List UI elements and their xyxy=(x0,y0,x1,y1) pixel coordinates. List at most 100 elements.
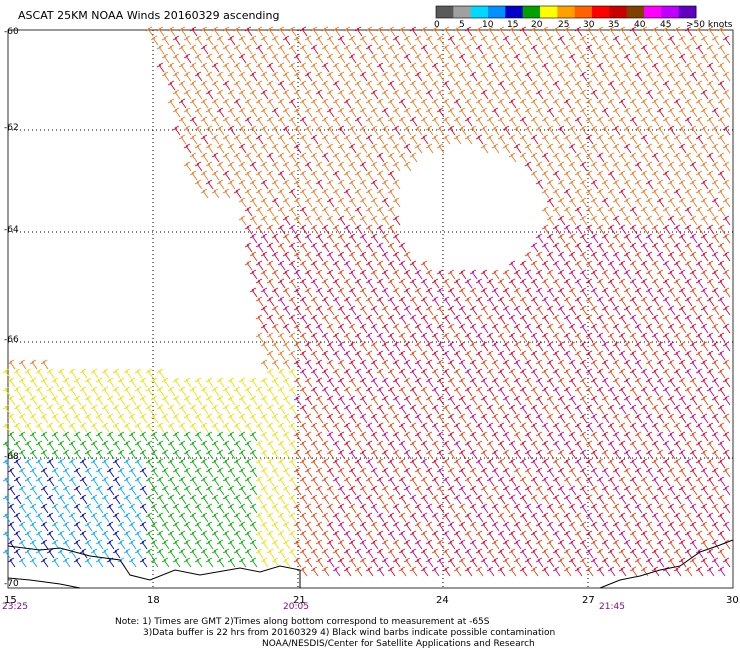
wind-barb xyxy=(519,494,528,505)
wind-barb xyxy=(601,161,610,172)
wind-barb xyxy=(277,296,286,307)
wind-barb xyxy=(541,350,550,361)
wind-barb xyxy=(618,224,627,235)
wind-barb xyxy=(640,152,649,163)
wind-barb xyxy=(486,422,495,433)
wind-barb xyxy=(73,539,82,550)
wind-barb xyxy=(381,431,390,442)
wind-barb xyxy=(546,233,555,244)
wind-barb xyxy=(442,512,451,523)
wind-barb xyxy=(161,431,170,442)
wind-barb xyxy=(216,467,225,478)
wind-barb xyxy=(480,89,489,100)
wind-barb xyxy=(238,503,247,514)
wind-barb xyxy=(332,134,341,145)
wind-barb xyxy=(722,323,731,334)
wind-barb xyxy=(436,395,445,406)
wind-barb xyxy=(695,62,704,73)
wind-barb xyxy=(200,440,209,451)
wind-barb xyxy=(585,170,594,181)
wind-barb xyxy=(436,143,445,154)
wind-barb xyxy=(244,422,253,433)
wind-barb xyxy=(695,134,704,145)
wind-barb xyxy=(524,161,533,172)
wind-barb xyxy=(579,467,588,478)
wind-barb xyxy=(348,143,357,154)
wind-barb xyxy=(271,395,280,406)
wind-barb xyxy=(618,530,627,541)
wind-barb xyxy=(585,224,594,235)
wind-barb xyxy=(260,449,269,460)
wind-barb xyxy=(403,449,412,460)
wind-barb xyxy=(695,440,704,451)
wind-barb xyxy=(656,269,665,280)
wind-barb xyxy=(695,98,704,109)
map-grid xyxy=(7,29,734,589)
wind-barb xyxy=(139,395,148,406)
wind-barb xyxy=(656,521,665,532)
wind-barb xyxy=(222,476,231,487)
wind-barb xyxy=(667,341,676,352)
wind-barb xyxy=(442,134,451,145)
wind-barb xyxy=(656,431,665,442)
wind-barb xyxy=(271,449,280,460)
wind-barb xyxy=(695,278,704,289)
wind-barb xyxy=(689,143,698,154)
wind-barb xyxy=(101,422,110,433)
wind-barb xyxy=(480,539,489,550)
wind-barb xyxy=(299,422,308,433)
wind-barb xyxy=(40,467,49,478)
wind-barb xyxy=(634,521,643,532)
wind-barb xyxy=(315,449,324,460)
scale-tick-label: 10 xyxy=(482,20,494,30)
wind-barb xyxy=(585,332,594,343)
wind-barb xyxy=(343,548,352,559)
wind-barb xyxy=(640,566,649,577)
wind-barb xyxy=(392,305,401,316)
wind-barb xyxy=(673,26,682,37)
wind-barb xyxy=(73,377,82,388)
wind-barb xyxy=(40,539,49,550)
wind-barb xyxy=(293,215,302,226)
wind-barb xyxy=(596,476,605,487)
wind-barb xyxy=(266,422,275,433)
wind-barb xyxy=(13,440,22,451)
wind-barb xyxy=(601,467,610,478)
wind-barb xyxy=(711,341,720,352)
wind-barb xyxy=(299,350,308,361)
wind-barb xyxy=(678,215,687,226)
wind-barb xyxy=(244,206,253,217)
wind-barb xyxy=(156,548,165,559)
wind-barb xyxy=(700,521,709,532)
wind-barb xyxy=(651,242,660,253)
wind-barb xyxy=(29,485,38,496)
wind-barb xyxy=(590,503,599,514)
wind-barb xyxy=(431,422,440,433)
wind-barb xyxy=(29,395,38,406)
wind-barb xyxy=(183,431,192,442)
wind-barb xyxy=(365,224,374,235)
wind-barb xyxy=(200,458,209,469)
wind-barb xyxy=(535,35,544,46)
wind-barb xyxy=(183,377,192,388)
wind-barb xyxy=(277,530,286,541)
wind-barb xyxy=(447,35,456,46)
wind-barb xyxy=(601,323,610,334)
wind-barb xyxy=(689,431,698,442)
wind-barb xyxy=(2,386,11,397)
wind-barb xyxy=(51,557,60,568)
wind-barb xyxy=(706,296,715,307)
wind-barb xyxy=(359,359,368,370)
wind-barb xyxy=(249,431,258,442)
wind-barb xyxy=(634,377,643,388)
wind-barb xyxy=(178,458,187,469)
wind-barb xyxy=(546,431,555,442)
wind-barb xyxy=(392,359,401,370)
wind-barb xyxy=(260,323,269,334)
wind-barb xyxy=(233,458,242,469)
wind-barb xyxy=(469,341,478,352)
wind-barb xyxy=(557,233,566,244)
wind-barb xyxy=(260,485,269,496)
scale-swatch xyxy=(453,6,472,18)
wind-barb xyxy=(420,80,429,91)
